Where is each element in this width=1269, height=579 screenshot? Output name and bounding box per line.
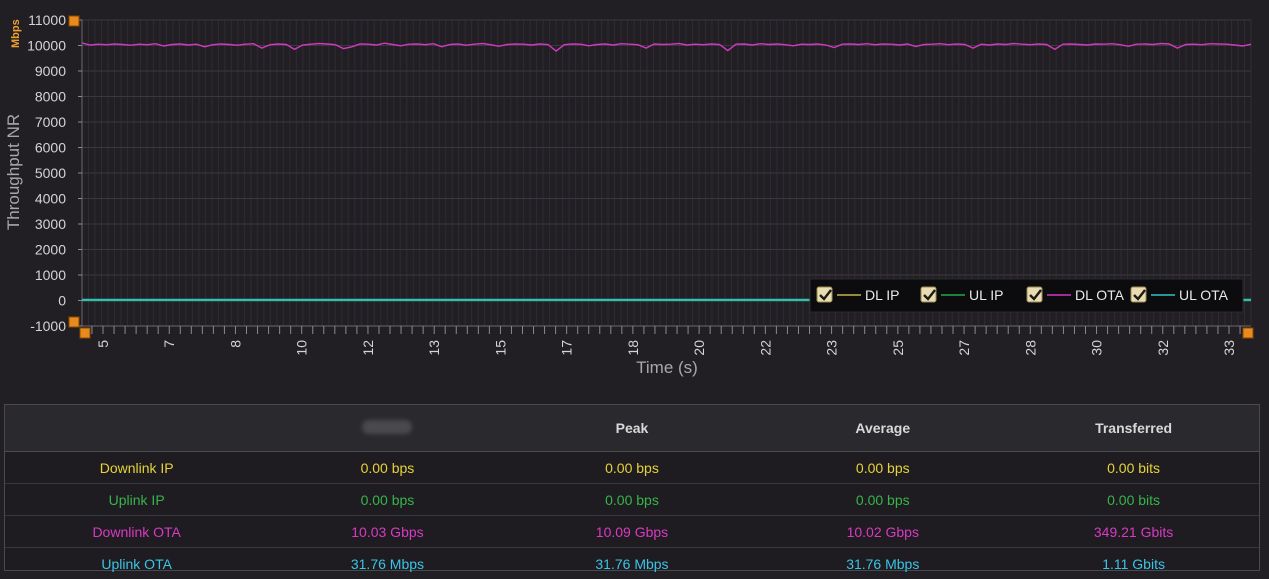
x-tick-label: 20 [691,340,707,356]
x-tick-label: 7 [161,340,177,348]
cell-current: 10.03 Gbps [268,516,506,548]
x-tick-label: 15 [492,340,508,356]
cell-peak: 0.00 bps [507,452,758,484]
x-tick-label: 5 [95,340,111,348]
x-tick-label: 10 [294,340,310,356]
x-tick-label: 8 [227,340,243,348]
x-tick-label: 12 [360,340,376,356]
legend-label: UL OTA [1179,287,1229,303]
x-tick-label: 23 [824,340,840,356]
x-tick-label: 22 [757,340,773,356]
cell-average: 31.76 Mbps [757,548,1008,579]
y-tick-label: 10000 [27,38,66,54]
header-current [268,405,506,452]
x-tick-label: 33 [1221,340,1237,356]
legend-label: DL OTA [1075,287,1125,303]
cell-peak: 31.76 Mbps [507,548,758,579]
x-tick-label: 32 [1155,340,1171,356]
row-label: Uplink IP [5,484,268,516]
cell-average: 0.00 bps [757,452,1008,484]
cell-average: 0.00 bps [757,484,1008,516]
row-label: Downlink OTA [5,516,268,548]
chart-legend: DL IP UL IP DL OTA UL OTA [810,279,1243,312]
x-tick-label: 13 [426,340,442,356]
header-transferred: Transferred [1008,405,1259,452]
row-label: Uplink OTA [5,548,268,579]
x-axis-ticks: 5 7 8 10 12 13 15 17 18 20 22 23 25 27 28 30 32 33 [92,326,1240,356]
y-tick-label: 6000 [35,140,66,156]
cell-current: 31.76 Mbps [268,548,506,579]
cell-peak: 0.00 bps [507,484,758,516]
y-tick-label: 0 [58,293,66,309]
legend-label: UL IP [969,287,1004,303]
y-tick-label: 4000 [35,191,66,207]
header-metric [5,405,268,452]
row-label: Downlink IP [5,452,268,484]
y-axis-title: Throughput NR [4,114,23,230]
header-current-label [362,420,412,434]
x-tick-label: 28 [1022,340,1038,356]
cell-average: 10.02 Gbps [757,516,1008,548]
zoom-handle-left[interactable] [80,328,90,338]
x-axis-title: Time (s) [636,358,698,377]
y-tick-label: 9000 [35,63,66,79]
y-tick-label: -1000 [30,318,66,334]
zoom-handle-top[interactable] [69,16,79,26]
x-tick-label: 18 [625,340,641,356]
cell-current: 0.00 bps [268,484,506,516]
cell-transferred: 0.00 bits [1008,452,1259,484]
y-tick-label: 11000 [28,12,66,28]
y-tick-label: 8000 [35,89,66,105]
x-tick-label: 27 [956,340,972,356]
y-tick-label: 7000 [35,114,66,130]
header-average: Average [757,405,1008,452]
y-tick-label: 3000 [35,216,66,232]
cell-transferred: 0.00 bits [1008,484,1259,516]
cell-peak: 10.09 Gbps [507,516,758,548]
table-header-row: Peak Average Transferred [5,405,1259,452]
x-tick-label: 25 [890,340,906,356]
cell-transferred: 1.11 Gbits [1008,548,1259,579]
x-tick-label: 30 [1089,340,1105,356]
zoom-handle-right[interactable] [1243,328,1253,338]
y-axis-ticks: -1000 0 1000 2000 3000 4000 5000 6000 7000 8000 90… [27,12,82,334]
cell-transferred: 349.21 Gbits [1008,516,1259,548]
y-tick-label: 5000 [35,165,66,181]
x-tick-label: 17 [559,340,575,356]
y-tick-label: 1000 [35,267,66,283]
y-axis-unit: Mbps [10,19,22,48]
legend-item-ul-ota[interactable]: UL OTA [1131,287,1229,303]
legend-label: DL IP [865,287,900,303]
header-peak: Peak [507,405,758,452]
legend-item-dl-ota[interactable]: DL OTA [1027,287,1125,303]
y-tick-label: 2000 [35,242,66,258]
cell-current: 0.00 bps [268,452,506,484]
zoom-handle-bottom[interactable] [69,317,79,327]
throughput-chart: -1000 0 1000 2000 3000 4000 5000 6000 7000 8000 90… [0,0,1269,400]
